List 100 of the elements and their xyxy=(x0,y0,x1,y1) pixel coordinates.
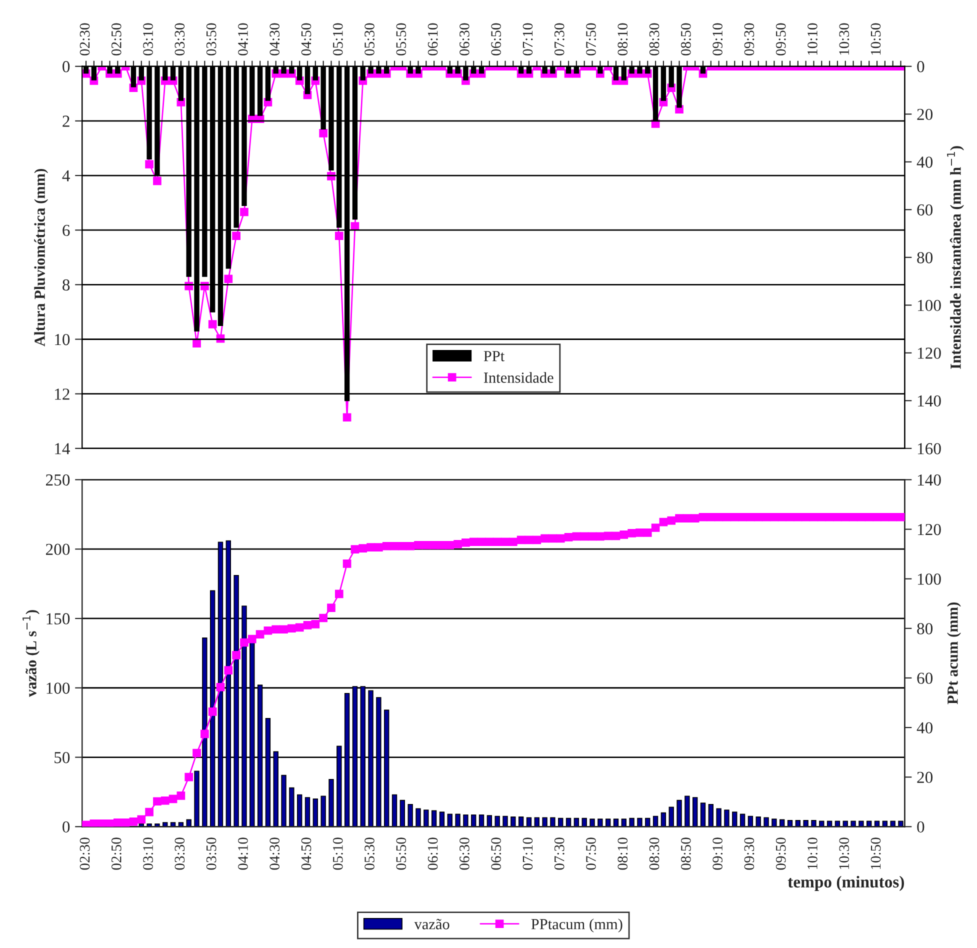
x-tick-label: 08:50 xyxy=(680,838,691,870)
x-tick-label: 03:50 xyxy=(206,838,216,870)
x-tick-label: 03:30 xyxy=(174,838,185,870)
x-tick-label: 06:10 xyxy=(428,23,438,56)
bar xyxy=(740,814,746,827)
legend-label: PPtacum (mm) xyxy=(531,918,622,932)
y2-tick-label: 100 xyxy=(918,300,941,312)
bar xyxy=(684,796,690,827)
bar xyxy=(471,814,476,827)
x-tick-label: 07:10 xyxy=(522,838,533,870)
bar xyxy=(328,779,334,827)
x-tick-label: 06:50 xyxy=(491,838,502,870)
bar xyxy=(621,818,626,827)
bar xyxy=(826,820,832,827)
x-tick-label: 04:30 xyxy=(270,23,280,56)
bar xyxy=(542,817,548,827)
y2-tick-label: 40 xyxy=(916,722,933,734)
bar xyxy=(724,810,730,827)
bar xyxy=(874,820,880,827)
bar xyxy=(424,810,429,827)
y2-tick-label: 120 xyxy=(918,524,941,536)
x-tick-label: 07:30 xyxy=(554,838,564,870)
x-tick-label: 09:50 xyxy=(776,23,786,56)
x-tick-label: 09:30 xyxy=(744,838,754,870)
x-tick-label: 02:30 xyxy=(80,838,90,870)
x-tick-label: 03:10 xyxy=(143,23,154,56)
bar xyxy=(668,806,674,827)
x-tick-label: 09:10 xyxy=(712,838,723,870)
x-tick-label: 06:10 xyxy=(428,838,438,870)
x-tick-label: 10:30 xyxy=(839,838,850,870)
y-tick-label: 10 xyxy=(55,334,70,346)
y2-tick-label: 100 xyxy=(918,574,941,585)
bar xyxy=(629,818,634,827)
bar xyxy=(510,816,516,827)
x-tick-label: 05:30 xyxy=(364,838,374,870)
y2-tick-label: 60 xyxy=(917,204,933,216)
bar xyxy=(764,817,769,827)
x-tick-label: 09:30 xyxy=(744,23,754,56)
y-axis-title: vazão (L s$^{−1}$) xyxy=(22,610,40,698)
y-tick-label: 14 xyxy=(55,443,70,454)
x-tick-label: 04:10 xyxy=(238,838,248,870)
y2-tick-label: 140 xyxy=(918,395,941,407)
bar xyxy=(296,794,302,827)
x-axis-title: tempo (minutos) xyxy=(788,876,904,891)
y2-tick-label: 0 xyxy=(917,61,924,72)
bar xyxy=(194,770,200,827)
x-tick-label: 09:50 xyxy=(776,838,786,870)
x-tick-label: 05:30 xyxy=(364,23,374,56)
bar xyxy=(613,818,619,827)
bar xyxy=(518,816,524,827)
bar xyxy=(502,816,508,827)
y-tick-label: 0 xyxy=(62,821,70,833)
y-tick-label: 2 xyxy=(62,116,70,127)
x-tick-label: 10:30 xyxy=(839,23,850,55)
x-tick-label: 05:10 xyxy=(332,23,343,56)
bar xyxy=(486,815,492,827)
y2-tick-label: 20 xyxy=(917,772,933,784)
y2-tick-label: 40 xyxy=(916,156,933,168)
bar xyxy=(455,814,460,827)
bar xyxy=(716,808,722,827)
bar xyxy=(289,787,294,827)
x-tick-label: 03:30 xyxy=(174,23,185,56)
bar xyxy=(463,814,468,827)
bar xyxy=(756,816,761,827)
bar xyxy=(811,820,816,827)
x-tick-label: 02:50 xyxy=(111,23,122,56)
x-tick-label: 03:10 xyxy=(143,838,154,870)
x-tick-label: 06:50 xyxy=(491,23,502,56)
bar xyxy=(660,812,666,827)
y-tick-label: 0 xyxy=(62,61,70,72)
bar xyxy=(882,820,888,827)
x-tick-label: 05:50 xyxy=(396,23,406,56)
y2-tick-label: 80 xyxy=(917,623,933,634)
bar xyxy=(700,802,706,827)
x-tick-label: 06:30 xyxy=(460,23,470,56)
x-tick-label: 02:50 xyxy=(111,838,122,870)
bar xyxy=(312,798,318,827)
x-tick-label: 09:10 xyxy=(712,23,723,56)
legend-label: PPt xyxy=(484,351,505,362)
bar xyxy=(772,818,777,827)
legend-label: Intensidade xyxy=(484,372,554,383)
x-tick-label: 10:50 xyxy=(870,23,881,55)
x-tick-label: 08:50 xyxy=(680,23,691,56)
bar xyxy=(400,800,406,827)
x-tick-label: 07:10 xyxy=(522,23,533,56)
bar xyxy=(708,804,714,827)
bar xyxy=(842,820,848,827)
bar xyxy=(748,816,754,827)
bar xyxy=(858,820,864,827)
x-tick-label: 04:50 xyxy=(301,23,312,56)
bar xyxy=(304,797,310,827)
bar xyxy=(866,820,872,827)
bar xyxy=(890,820,896,827)
bar xyxy=(732,812,738,827)
y-tick-label: 50 xyxy=(54,752,70,764)
bar xyxy=(850,820,856,827)
x-tick-label: 10:10 xyxy=(808,838,818,870)
x-tick-label: 07:30 xyxy=(554,23,564,56)
y2-tick-label: 160 xyxy=(918,443,941,454)
bar xyxy=(431,810,437,827)
